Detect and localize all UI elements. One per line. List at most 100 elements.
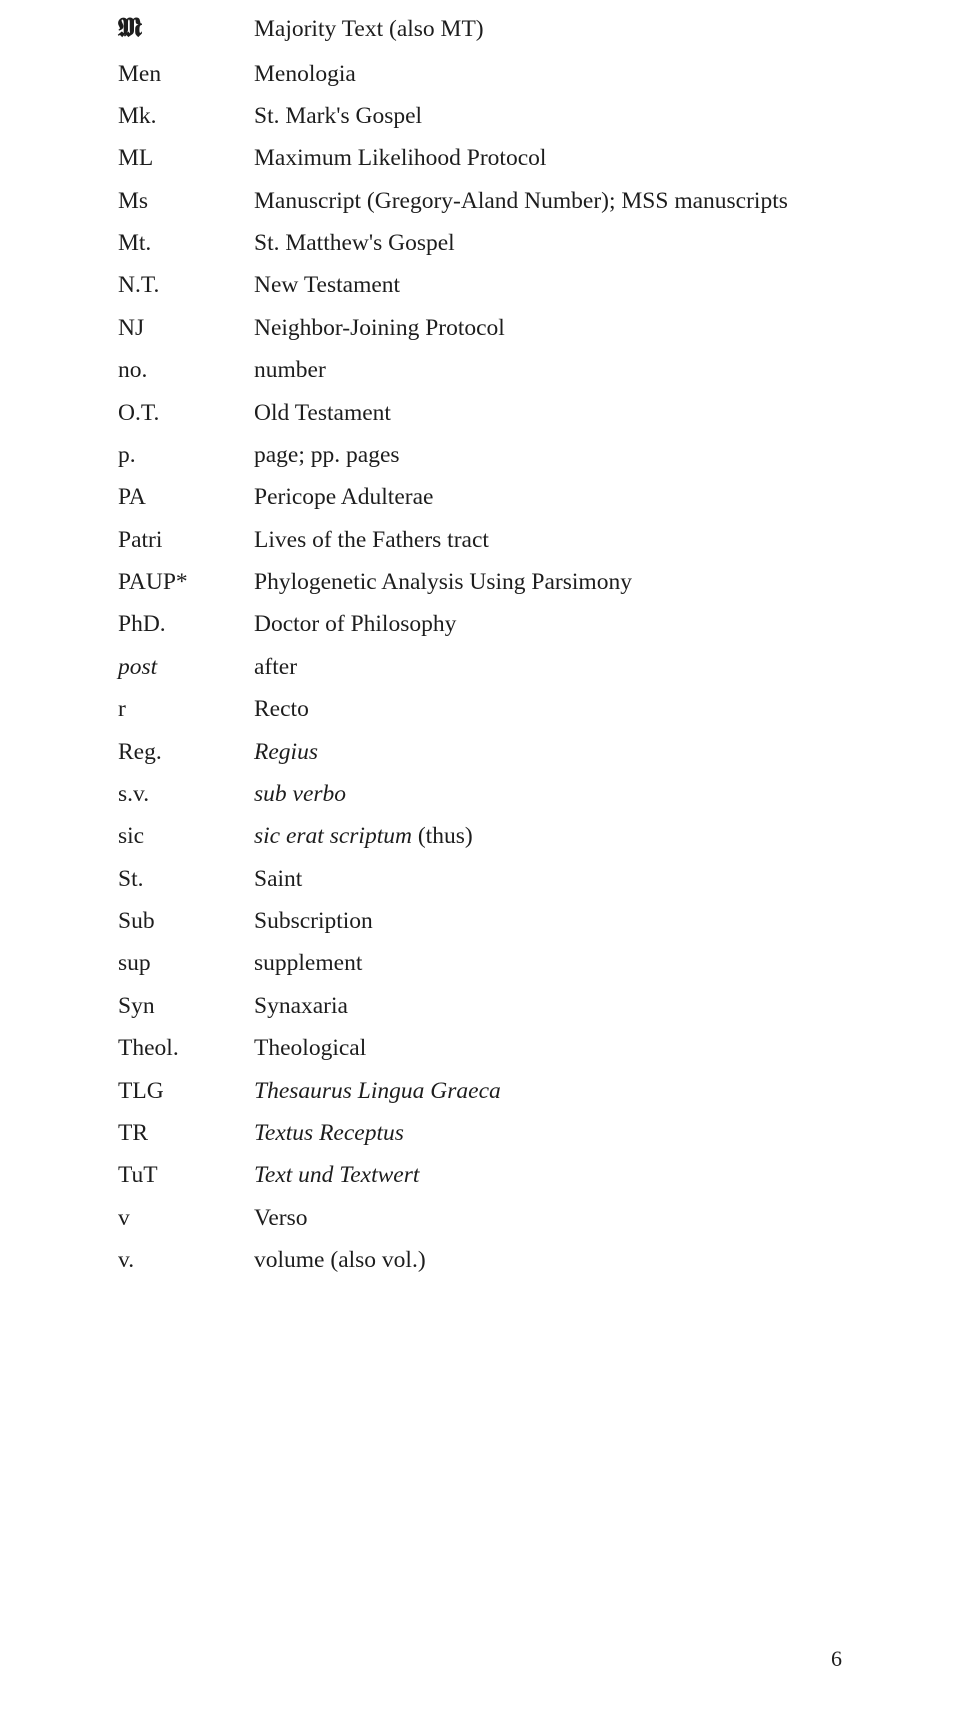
abbreviation-row: PhD.Doctor of Philosophy: [118, 610, 842, 639]
definition-part: Saint: [254, 866, 302, 892]
abbreviation-term: TuT: [118, 1161, 254, 1190]
abbreviation-definition: Synaxaria: [254, 992, 842, 1021]
abbreviation-term: N.T.: [118, 271, 254, 300]
abbreviation-row: v.volume (also vol.): [118, 1246, 842, 1275]
definition-part: New Testament: [254, 272, 400, 298]
abbreviation-definition: Verso: [254, 1204, 842, 1233]
abbreviations-list: 𝕸Majority Text (also MT) MenMenologia Mk.S…: [118, 14, 842, 1275]
abbreviation-definition: supplement: [254, 949, 842, 978]
abbreviation-definition: Textus Receptus: [254, 1119, 842, 1148]
abbreviation-term: r: [118, 695, 254, 724]
abbreviation-term: no.: [118, 356, 254, 385]
abbreviation-term: Reg.: [118, 738, 254, 767]
abbreviation-row: Mk.St. Mark's Gospel: [118, 102, 842, 131]
abbreviation-definition: Doctor of Philosophy: [254, 610, 842, 639]
definition-part: Regius: [254, 739, 318, 765]
abbreviation-term: PA: [118, 483, 254, 512]
definition-part: Text und Textwert: [254, 1162, 419, 1188]
abbreviations-page: 𝕸Majority Text (also MT) MenMenologia Mk.S…: [0, 0, 960, 1275]
abbreviation-definition: New Testament: [254, 271, 842, 300]
abbreviation-term: v.: [118, 1246, 254, 1275]
abbreviation-row: MLMaximum Likelihood Protocol: [118, 144, 842, 173]
definition-part: Pericope Adulterae: [254, 484, 433, 510]
abbreviation-row: NJNeighbor-Joining Protocol: [118, 314, 842, 343]
abbreviation-definition: Theological: [254, 1034, 842, 1063]
definition-part: St. Mark's Gospel: [254, 103, 422, 129]
abbreviation-definition: after: [254, 653, 842, 682]
abbreviation-row: p.page; pp. pages: [118, 441, 842, 470]
definition-part: Neighbor-Joining Protocol: [254, 315, 505, 341]
definition-part: sic erat scriptum: [254, 823, 412, 849]
abbreviation-definition: Text und Textwert: [254, 1161, 842, 1190]
definition-part: Phylogenetic Analysis Using Parsimony: [254, 569, 632, 595]
abbreviation-term: sup: [118, 949, 254, 978]
abbreviation-definition: Recto: [254, 695, 842, 724]
abbreviation-row: no.number: [118, 356, 842, 385]
abbreviation-row: Mt.St. Matthew's Gospel: [118, 229, 842, 258]
definition-part: Old Testament: [254, 400, 391, 426]
abbreviation-term: v: [118, 1204, 254, 1233]
abbreviation-definition: Maximum Likelihood Protocol: [254, 144, 842, 173]
abbreviation-term: St.: [118, 865, 254, 894]
abbreviation-term: p.: [118, 441, 254, 470]
abbreviation-definition: Phylogenetic Analysis Using Parsimony: [254, 568, 842, 597]
abbreviation-row: PatriLives of the Fathers tract: [118, 526, 842, 555]
abbreviation-row: SynSynaxaria: [118, 992, 842, 1021]
definition-part: Synaxaria: [254, 993, 348, 1019]
abbreviation-row: TuTText und Textwert: [118, 1161, 842, 1190]
abbreviation-row: TRTextus Receptus: [118, 1119, 842, 1148]
definition-part: Theological: [254, 1035, 366, 1061]
definition-part: Majority Text (also MT): [254, 16, 484, 42]
abbreviation-row: PAUP*Phylogenetic Analysis Using Parsimo…: [118, 568, 842, 597]
definition-part: after: [254, 654, 297, 680]
abbreviation-term: PAUP*: [118, 568, 254, 597]
abbreviation-row: TLGThesaurus Lingua Graeca: [118, 1077, 842, 1106]
abbreviation-row: O.T.Old Testament: [118, 399, 842, 428]
abbreviation-definition: Old Testament: [254, 399, 842, 428]
abbreviation-term: O.T.: [118, 399, 254, 428]
abbreviation-term: post: [118, 653, 254, 682]
abbreviation-term: Men: [118, 60, 254, 89]
abbreviation-row: PAPericope Adulterae: [118, 483, 842, 512]
definition-part: Doctor of Philosophy: [254, 611, 456, 637]
abbreviation-definition: sub verbo: [254, 780, 842, 809]
abbreviation-row: sicsic erat scriptum (thus): [118, 822, 842, 851]
abbreviation-definition: St. Matthew's Gospel: [254, 229, 842, 258]
definition-part: number: [254, 357, 326, 383]
definition-part: Thesaurus Lingua Graeca: [254, 1078, 501, 1104]
abbreviation-row: vVerso: [118, 1204, 842, 1233]
definition-part: Maximum Likelihood Protocol: [254, 145, 546, 171]
abbreviation-row: MenMenologia: [118, 60, 842, 89]
definition-part: supplement: [254, 950, 362, 976]
abbreviation-row: rRecto: [118, 695, 842, 724]
abbreviation-definition: volume (also vol.): [254, 1246, 842, 1275]
definition-part: Lives of the Fathers tract: [254, 527, 489, 553]
abbreviation-term: Ms: [118, 187, 254, 216]
abbreviation-term: Patri: [118, 526, 254, 555]
abbreviation-row: supsupplement: [118, 949, 842, 978]
abbreviation-term: ML: [118, 144, 254, 173]
definition-part: page; pp. pages: [254, 442, 400, 468]
abbreviation-row: Reg.Regius: [118, 738, 842, 767]
definition-part: Textus Receptus: [254, 1120, 404, 1146]
abbreviation-row: St.Saint: [118, 865, 842, 894]
abbreviation-definition: sic erat scriptum (thus): [254, 822, 842, 851]
abbreviation-definition: page; pp. pages: [254, 441, 842, 470]
abbreviation-term: TR: [118, 1119, 254, 1148]
abbreviation-term: s.v.: [118, 780, 254, 809]
definition-part: volume (also vol.): [254, 1247, 426, 1273]
definition-part: Manuscript (Gregory-Aland Number); MSS m…: [254, 188, 788, 214]
abbreviation-row: MsManuscript (Gregory-Aland Number); MSS…: [118, 187, 842, 216]
abbreviation-row: s.v.sub verbo: [118, 780, 842, 809]
abbreviation-row: postafter: [118, 653, 842, 682]
definition-part: St. Matthew's Gospel: [254, 230, 455, 256]
abbreviation-term: TLG: [118, 1077, 254, 1106]
abbreviation-row: 𝕸Majority Text (also MT): [118, 14, 842, 47]
abbreviation-row: N.T.New Testament: [118, 271, 842, 300]
abbreviation-definition: Majority Text (also MT): [254, 15, 842, 44]
abbreviation-definition: Regius: [254, 738, 842, 767]
abbreviation-term: Mt.: [118, 229, 254, 258]
abbreviation-term: 𝕸: [118, 14, 254, 47]
abbreviation-definition: Neighbor-Joining Protocol: [254, 314, 842, 343]
abbreviation-term: Syn: [118, 992, 254, 1021]
